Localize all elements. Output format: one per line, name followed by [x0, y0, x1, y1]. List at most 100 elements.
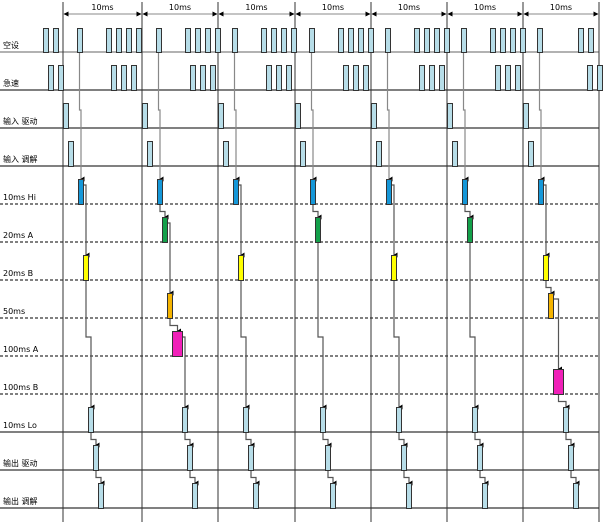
task-block-b100	[553, 369, 564, 395]
connector-lo10	[557, 394, 570, 410]
task-block-out_drive	[93, 445, 99, 471]
task-block-lo10	[88, 407, 94, 433]
task-block-out_adj	[482, 483, 488, 509]
input-drive-pulse	[447, 103, 453, 129]
task-block-lo10	[182, 407, 188, 433]
rx-pulse	[281, 28, 287, 53]
connector-out_drive	[565, 432, 575, 448]
tx-pulse	[210, 65, 216, 91]
task-block-lo10	[320, 407, 326, 433]
input-adjust-pulse	[68, 141, 74, 167]
input-drive-pulse	[371, 103, 377, 129]
task-block-hi10	[386, 179, 392, 205]
connector-t50	[545, 280, 555, 296]
rx-pulse	[520, 28, 526, 53]
rx-pulse	[156, 28, 162, 53]
connector-out_drive	[398, 432, 408, 448]
task-block-out_drive	[248, 445, 254, 471]
row-label-hi10: 10ms Hi	[3, 193, 36, 202]
rx-pulse	[368, 28, 374, 53]
rx-pulse	[578, 28, 584, 53]
rx-pulse	[385, 28, 391, 53]
input-drive-pulse	[218, 103, 224, 129]
task-block-out_adj	[573, 483, 579, 509]
row-label-tx: 急速	[3, 78, 19, 88]
rx-pulse	[215, 28, 221, 53]
task-block-out_drive	[401, 445, 407, 471]
connector-out_adj	[570, 470, 580, 486]
row-label-in_adj: 输入 调解	[3, 154, 38, 164]
connector-lo10	[469, 242, 479, 410]
connector-a20	[312, 204, 322, 220]
input-adjust-pulse	[528, 141, 534, 167]
tx-pulse	[419, 65, 425, 91]
tx-pulse	[131, 65, 137, 91]
task-block-lo10	[396, 407, 402, 433]
rx-pulse	[444, 28, 450, 53]
task-block-out_adj	[406, 483, 412, 509]
connector-lo10	[317, 242, 327, 410]
task-block-b20	[391, 255, 397, 281]
task-block-out_adj	[253, 483, 259, 509]
connector-out_adj	[189, 470, 199, 486]
rx-pulse	[537, 28, 543, 53]
task-block-out_drive	[325, 445, 331, 471]
interval-label: 10ms	[169, 3, 191, 12]
task-block-hi10	[538, 179, 544, 205]
input-drive-pulse	[142, 103, 148, 129]
task-block-out_drive	[187, 445, 193, 471]
task-block-a100	[172, 331, 183, 357]
tx-pulse	[200, 65, 206, 91]
row-label-in_drive: 输入 驱动	[3, 116, 38, 126]
connector-out_drive	[474, 432, 484, 448]
task-block-b20	[238, 255, 244, 281]
pulses	[43, 28, 603, 509]
tx-pulse	[111, 65, 117, 91]
rx-pulse	[116, 28, 122, 53]
rx-pulse	[434, 28, 440, 53]
task-block-out_adj	[192, 483, 198, 509]
tx-pulse	[48, 65, 54, 91]
tx-pulse	[286, 65, 292, 91]
rx-pulse	[510, 28, 516, 53]
rx-pulse	[195, 28, 201, 53]
row-label-out_drive: 输出 驱动	[3, 458, 38, 468]
rx-pulse	[490, 28, 496, 53]
tx-pulse	[505, 65, 511, 91]
interval-label: 10ms	[245, 3, 267, 12]
connector-a20	[159, 204, 169, 220]
rx-pulse	[588, 28, 594, 53]
rx-pulse	[126, 28, 132, 53]
tx-pulse	[276, 65, 282, 91]
task-block-lo10	[563, 407, 569, 433]
connector-out_adj	[95, 470, 105, 486]
tx-pulse	[121, 65, 127, 91]
connector-hi10	[462, 52, 469, 182]
task-block-b20	[83, 255, 89, 281]
rx-pulse	[106, 28, 112, 53]
task-block-out_adj	[330, 483, 336, 509]
connector-out_adj	[403, 470, 413, 486]
rx-pulse	[338, 28, 344, 53]
task-block-hi10	[233, 179, 239, 205]
tx-pulse	[515, 65, 521, 91]
interval-header: 10ms 10ms 10ms 10ms 10ms 10ms 10ms	[63, 3, 599, 17]
connector-a100	[169, 318, 181, 334]
rx-pulse	[205, 28, 211, 53]
row-label-a20: 20ms A	[3, 231, 34, 240]
connector-lo10	[393, 280, 403, 410]
row-label-lo10: 10ms Lo	[3, 421, 37, 430]
connectors	[78, 52, 580, 486]
connector-out_drive	[90, 432, 100, 448]
tx-pulse	[58, 65, 64, 91]
rx-pulse	[43, 28, 49, 53]
connector-hi10	[157, 52, 164, 182]
rx-pulse	[291, 28, 297, 53]
interval-label: 10ms	[550, 3, 572, 12]
task-block-a20	[162, 217, 168, 243]
rx-pulse	[261, 28, 267, 53]
rx-pulse	[461, 28, 467, 53]
row-label-b100: 100ms B	[3, 383, 38, 392]
tx-pulse	[343, 65, 349, 91]
